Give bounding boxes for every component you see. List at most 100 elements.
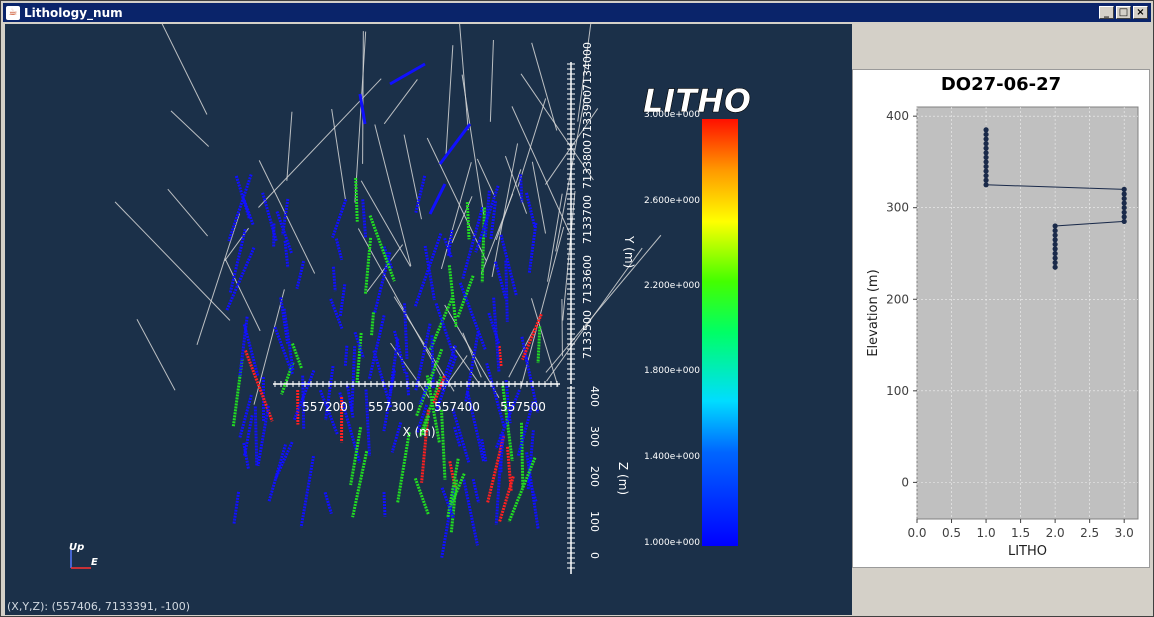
drillhole-segment [413, 233, 443, 308]
3d-viewer-canvas[interactable]: 557200 557300 557400 557500 X (m) 7133500 7133… [5, 24, 852, 615]
drillhole-segment [334, 238, 344, 261]
drillhole-segment [505, 446, 513, 492]
collar-trace [354, 31, 367, 203]
y-tick-label: 0 [901, 475, 909, 489]
maximize-button[interactable]: □ [1116, 6, 1131, 19]
collar-trace [562, 190, 576, 321]
collar-trace [491, 143, 519, 277]
litho-data-point [1121, 186, 1127, 192]
drillhole-segment [367, 315, 386, 381]
x-tick-label: 0.5 [942, 526, 961, 540]
drillhole-segment [494, 389, 521, 450]
drillhole-segment [279, 297, 290, 344]
litho-data-point [1052, 250, 1058, 257]
collar-trace [451, 196, 473, 243]
drillhole-segment [323, 491, 333, 515]
drillhole-segment [242, 415, 254, 457]
drillhole-segment [382, 491, 387, 517]
drillhole-segment [238, 394, 253, 439]
drillhole-segment [494, 461, 502, 525]
cursor-coordinates: (X,Y,Z): (557406, 7133391, -100) [7, 600, 191, 613]
chart-title: DO27-06-27 [940, 74, 1062, 95]
drillhole-segment [521, 313, 543, 361]
x-axis-tick-label: 557200 [302, 400, 348, 414]
drillhole-segment [486, 435, 506, 504]
drillhole-segment [382, 246, 394, 270]
drillhole-segment [231, 358, 244, 428]
collar-trace [114, 201, 231, 321]
drillhole-segment [480, 207, 486, 283]
minimize-button[interactable]: _ [1099, 6, 1114, 19]
legend-tick-label: 2.200e+000 [644, 281, 700, 291]
y-tick-label: 100 [886, 384, 909, 398]
litho-data-point [1052, 255, 1058, 261]
drillhole-segment [355, 332, 363, 383]
drillhole-segment [504, 260, 509, 322]
collar-trace [286, 111, 293, 181]
x-tick-label: 3.0 [1115, 526, 1134, 540]
drillhole-segment [536, 326, 542, 364]
collar-trace [547, 193, 563, 282]
litho-data-point [983, 131, 989, 138]
litho-data-point [1052, 241, 1058, 247]
litho-data-point [983, 141, 989, 147]
drillhole-segment [242, 442, 251, 470]
collar-trace [577, 24, 592, 122]
title-bar[interactable]: ☕ Lithology_num _ □ × [3, 3, 1151, 22]
drillhole-segment [354, 177, 359, 222]
collar-trace [452, 346, 480, 384]
drillhole-segment [480, 438, 488, 462]
drillhole-segment [274, 441, 294, 480]
drillhole-segment [518, 174, 524, 203]
drillhole-segment [414, 175, 427, 213]
litho-data-point [1052, 246, 1058, 252]
litho-data-point [983, 145, 989, 151]
litho-data-point [1121, 195, 1127, 202]
x-axis-tick-label: 557400 [434, 400, 480, 414]
drillhole-segment [361, 199, 368, 238]
drillhole-segment [267, 444, 287, 503]
collar-trace [440, 162, 472, 270]
drillhole-segment [280, 361, 295, 395]
drillhole-segment [331, 266, 337, 292]
drillhole-segment [349, 427, 363, 486]
collar-trace [403, 134, 422, 220]
y-axis-tick-label: 7134000 [581, 42, 594, 91]
collar-trace [476, 158, 496, 197]
collar-trace [530, 298, 559, 387]
drillhole-segment [440, 487, 456, 558]
drillhole-segment [329, 298, 344, 330]
drillhole-segment [261, 192, 278, 243]
litho-data-point [983, 163, 989, 170]
drillhole-segment [415, 404, 429, 434]
litho-data-point [1121, 209, 1127, 215]
x-axis: 557200 557300 557400 557500 X (m) [273, 381, 560, 439]
drillhole-segment [414, 323, 432, 392]
drillhole-segment [525, 452, 540, 530]
z-axis-tick-label: 200 [588, 466, 601, 487]
collar-trace [445, 45, 454, 155]
y-axis-label: Y (m) [622, 235, 636, 268]
legend-tick-label: 2.600e+000 [644, 196, 700, 206]
drillhole-segment [242, 199, 255, 226]
drillhole-segment [499, 434, 505, 467]
drillhole-segment [351, 450, 369, 518]
litho-data-point [1052, 237, 1058, 243]
litho-data-point [983, 159, 989, 165]
collar-trace [167, 188, 209, 237]
litho-data-point [1052, 264, 1058, 270]
x-axis-tick-label: 557300 [368, 400, 414, 414]
close-button[interactable]: × [1133, 6, 1148, 19]
collar-trace [170, 110, 210, 147]
drillhole-segment [402, 303, 409, 359]
drillhole-segment [520, 336, 529, 364]
drillhole-segment [428, 297, 454, 352]
drillhole-segment [446, 229, 454, 258]
z-axis: 400 300 200 100 0 Z (m) [567, 386, 630, 574]
y-axis-tick-label: 7133600 [581, 255, 594, 304]
x-axis-tick-label: 557500 [500, 400, 546, 414]
drillhole-segment [345, 383, 355, 418]
collar-trace [508, 327, 535, 378]
collar-trace [161, 24, 208, 115]
